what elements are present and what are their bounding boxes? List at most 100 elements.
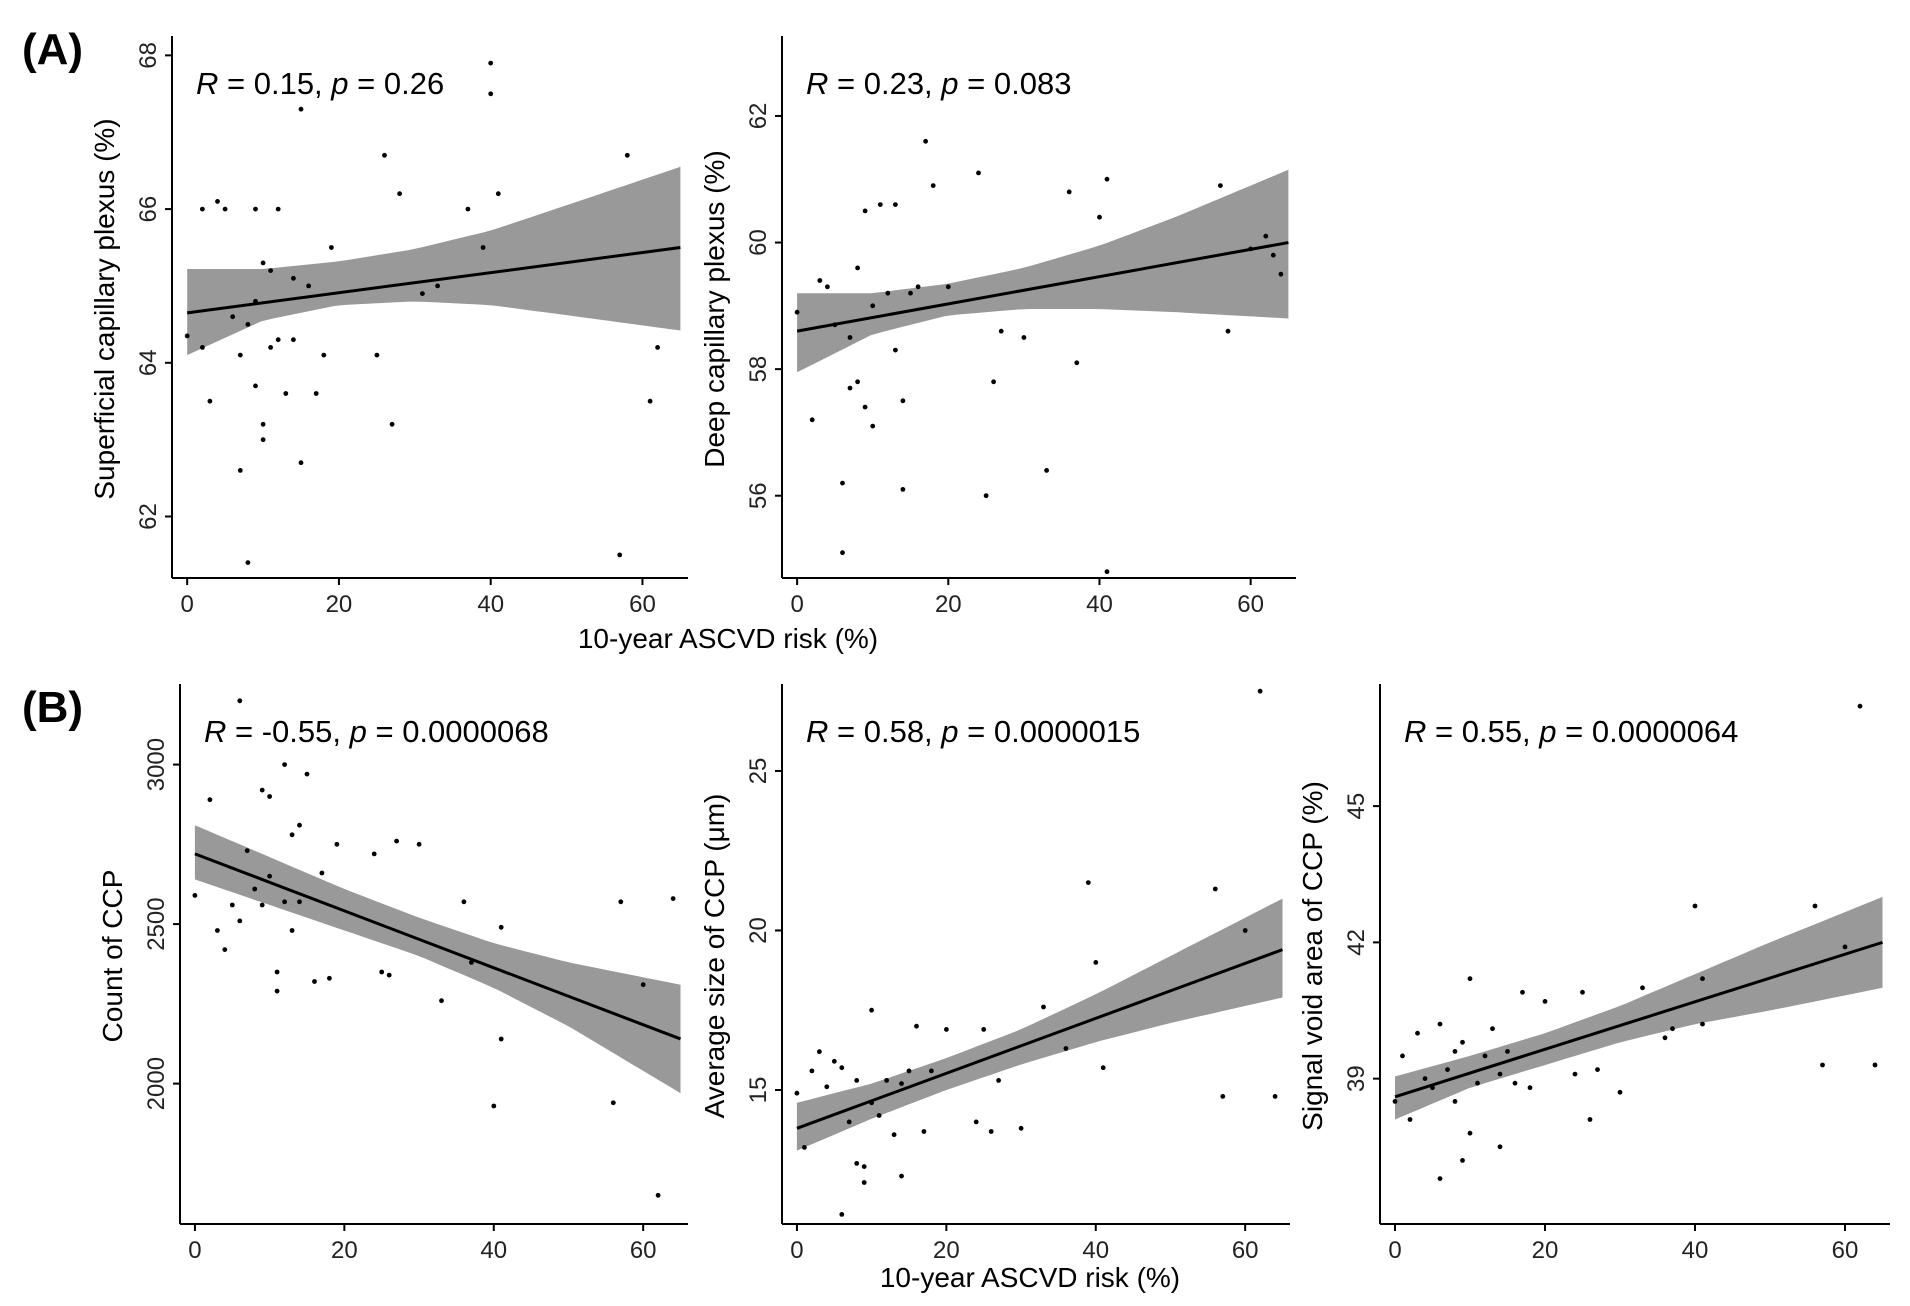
data-point [230, 314, 236, 320]
data-point [259, 902, 265, 908]
data-point [877, 202, 883, 208]
y-tick-label: 25 [745, 758, 772, 785]
y-axis-title: Superficial capillary plexus (%) [89, 118, 120, 499]
data-point [944, 1027, 949, 1032]
data-point [1093, 960, 1099, 965]
data-point [647, 398, 653, 404]
data-point [1587, 1117, 1593, 1122]
data-point [1242, 928, 1248, 933]
data-point [282, 762, 287, 767]
data-point [908, 290, 913, 296]
panel-label-a: (A) [22, 25, 83, 74]
data-point [1467, 976, 1473, 982]
data-point [200, 206, 205, 212]
data-point [282, 899, 287, 905]
data-point [847, 335, 853, 340]
data-point [1460, 1158, 1465, 1163]
data-point [313, 391, 319, 396]
data-point [1085, 880, 1091, 885]
x-tick-label: 60 [630, 1237, 657, 1264]
data-point [289, 928, 295, 933]
data-point [253, 206, 258, 212]
data-point [1225, 328, 1231, 334]
data-point [893, 347, 898, 353]
data-point [1445, 1067, 1450, 1072]
correlation-annotation: R = 0.55, p = 0.0000064 [1404, 714, 1738, 749]
data-point [283, 391, 289, 396]
y-tick-label: 2000 [143, 1057, 170, 1110]
data-point [839, 1065, 845, 1071]
plots: 0 20 40 60 62 64 66 68 Superficial capillary ple… [89, 36, 1890, 1264]
data-point [899, 1173, 904, 1179]
data-point [862, 404, 868, 410]
data-point [327, 975, 332, 981]
correlation-annotation: R = 0.23, p = 0.083 [806, 66, 1071, 101]
data-point [1422, 1076, 1428, 1081]
data-point [1212, 886, 1218, 892]
data-point [1527, 1085, 1533, 1091]
y-tick-label: 45 [1343, 793, 1370, 820]
y-tick-label: 39 [1343, 1065, 1370, 1092]
data-point [809, 1068, 815, 1074]
x-tick-label: 0 [180, 591, 193, 618]
y-tick-label: 20 [745, 917, 772, 944]
data-point [1044, 468, 1049, 473]
data-point [435, 283, 440, 289]
data-point [915, 284, 921, 290]
data-point [930, 183, 936, 189]
x-tick-label: 40 [1086, 591, 1113, 618]
data-point [304, 771, 310, 777]
y-axis-title: Signal void area of CCP (%) [1297, 781, 1328, 1131]
data-point [215, 928, 220, 933]
data-point [640, 982, 646, 988]
data-point [1857, 703, 1863, 709]
confidence-band [194, 825, 681, 1094]
data-point [655, 1192, 661, 1198]
data-point [1430, 1085, 1435, 1091]
data-point [988, 1129, 994, 1134]
data-point [817, 1049, 822, 1055]
y-tick-label: 15 [745, 1077, 772, 1104]
data-point [397, 191, 402, 197]
regression-line [796, 241, 1289, 333]
scatter-plot-2: 0 20 40 60 56 58 60 62 Deep capillary plexus (%)… [699, 36, 1296, 618]
data-point [976, 170, 981, 176]
data-point [1270, 252, 1276, 258]
data-point [670, 896, 676, 901]
data-point [237, 918, 243, 924]
data-point [245, 322, 251, 327]
data-point [891, 1132, 897, 1138]
data-point [1700, 976, 1705, 982]
data-point [973, 1119, 979, 1125]
data-point [1580, 989, 1585, 995]
data-point [983, 493, 989, 499]
data-point [1063, 1046, 1069, 1051]
data-point [329, 245, 334, 250]
data-point [855, 265, 860, 271]
data-point [382, 152, 387, 158]
x-tick-label: 60 [1832, 1237, 1859, 1264]
data-point [306, 283, 311, 289]
data-point [1248, 246, 1253, 252]
data-point [1104, 176, 1110, 182]
data-point [876, 1113, 882, 1118]
x-tick-label: 20 [935, 591, 962, 618]
data-point [1497, 1071, 1503, 1077]
data-point [824, 1084, 830, 1090]
data-point [1617, 1089, 1623, 1095]
y-tick-label: 42 [1343, 929, 1370, 956]
confidence-band [797, 169, 1289, 373]
y-tick-label: 62 [135, 503, 162, 530]
data-point [245, 560, 251, 565]
data-point [1263, 233, 1269, 239]
data-point [260, 260, 266, 266]
xlabel-panel-a: 10-year ASCVD risk (%) [578, 623, 878, 654]
data-point [1018, 1125, 1024, 1131]
data-point [488, 60, 494, 66]
data-point [491, 1103, 497, 1109]
data-point [1662, 1035, 1668, 1041]
y-tick-label: 3000 [143, 738, 170, 791]
data-point [1820, 1062, 1825, 1068]
data-point [465, 206, 471, 212]
data-point [260, 437, 266, 443]
